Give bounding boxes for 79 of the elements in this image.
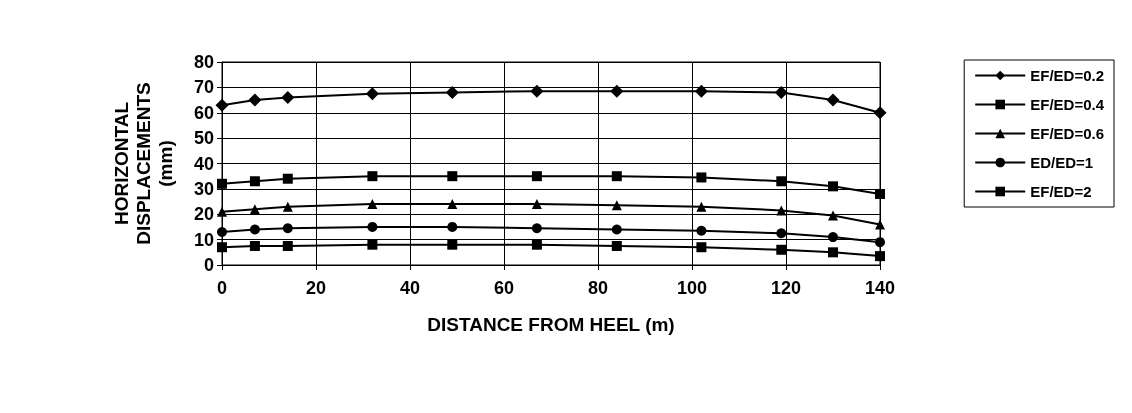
point [217,206,227,217]
point [249,176,260,187]
point [282,173,293,184]
x-tick-label: 140 [864,278,896,298]
point [282,223,293,234]
point [610,84,624,98]
x-tick-label: 100 [676,278,708,298]
point [365,87,379,101]
legend-label: EF/ED=2 [1030,183,1092,200]
point [774,85,788,99]
point [447,239,458,250]
point [530,84,544,98]
point [367,171,378,182]
point [217,178,227,189]
point [367,221,378,232]
y-tick-label: 70 [193,77,214,98]
point [531,239,542,250]
point [696,225,707,236]
point [445,85,459,99]
point [828,232,838,243]
point [282,240,293,251]
point [611,200,622,211]
point [531,199,542,210]
point [249,204,260,215]
point [281,91,295,105]
y-tick-label: 20 [193,204,214,225]
y-tick-label: 0 [203,255,214,275]
y-tick-label: 60 [193,102,214,123]
point [875,188,885,199]
x-tick-label: 20 [305,278,327,298]
point [611,224,622,235]
point [248,93,262,107]
x-tick-label: 40 [399,278,421,298]
point [776,176,787,187]
point [217,242,227,253]
point [367,199,378,210]
point [696,242,707,253]
point [447,221,458,232]
point [282,201,293,212]
point [828,247,838,258]
point [875,219,885,230]
point [531,171,542,182]
y-tick-label: 50 [193,128,214,149]
y-tick-label: 40 [193,153,214,174]
x-tick-label: 0 [216,278,228,298]
point [447,171,458,182]
point [776,244,787,255]
legend-label: ED/ED=1 [1030,154,1094,171]
point [776,228,787,239]
x-axis-title: DISTANCE FROM HEEL (m) [427,314,675,335]
point [447,199,458,210]
y-tick-label: 30 [193,178,214,199]
point [531,223,542,234]
point [249,224,260,235]
point [249,240,260,251]
point [696,172,707,183]
point [873,106,887,120]
point [611,171,622,182]
point [828,181,838,192]
x-tick-label: 120 [770,278,802,298]
point [875,237,885,248]
y-axis-title: HORIZONTAL DISPLACEMENTS (mm) [110,82,176,245]
legend-label: EF/ED=0.6 [1030,125,1105,142]
point [696,201,707,212]
legend-label: EF/ED=0.2 [1030,67,1105,84]
y-tick-label: 10 [193,229,214,250]
point [611,240,622,251]
point [217,227,227,238]
point [826,93,840,107]
point [367,239,378,250]
point [694,84,708,98]
point [828,210,838,221]
point [776,205,787,216]
legend-label: EF/ED=0.4 [1030,96,1105,113]
y-tick-label: 80 [193,52,214,72]
x-tick-label: 80 [587,278,609,298]
point [875,251,885,262]
point [215,98,229,112]
x-tick-label: 60 [493,278,515,298]
